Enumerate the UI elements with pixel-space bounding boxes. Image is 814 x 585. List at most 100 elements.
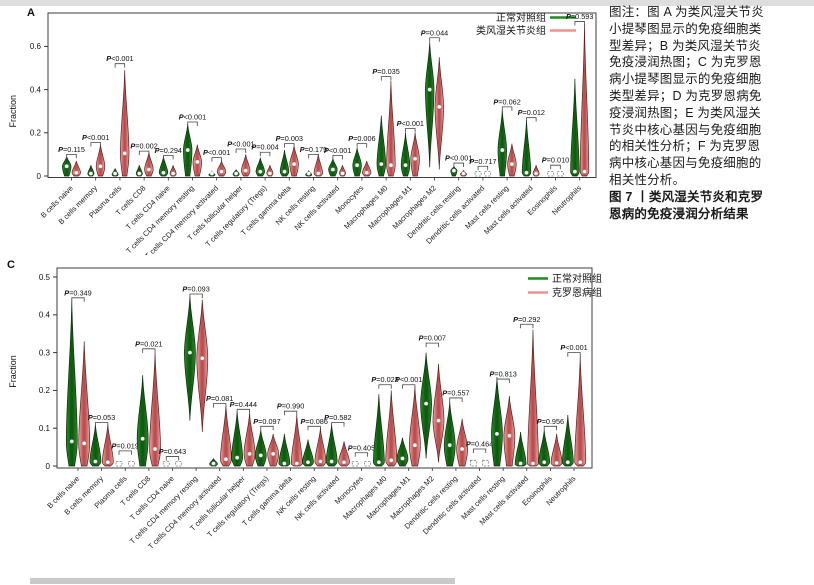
pvalue-label: P<0.001	[445, 154, 472, 163]
violin-control	[538, 430, 551, 467]
median-dot-disease	[82, 441, 87, 446]
violin-disease	[290, 414, 303, 467]
panel-label: C	[7, 259, 15, 271]
caption-line: 型差异；B 为类风湿关节炎	[609, 38, 761, 53]
median-dot-disease	[578, 460, 583, 465]
pvalue-label: P=0.717	[469, 157, 496, 166]
plot-border	[47, 12, 597, 178]
y-axis-title: Fraction	[8, 95, 18, 128]
pvalue-bracket	[425, 342, 439, 348]
violin-disease	[149, 352, 161, 467]
caption-line: 免疫浸润热图；C 为克罗恩	[609, 55, 762, 70]
median-dot-control	[572, 169, 577, 174]
violin-disease-collapsed	[175, 461, 183, 467]
median-dot-disease	[294, 461, 299, 466]
median-dot-disease	[461, 171, 466, 176]
violin-disease	[144, 152, 154, 177]
violin-disease	[338, 441, 350, 467]
median-dot-disease	[437, 104, 442, 109]
violin-control	[570, 78, 580, 177]
median-dot-control	[282, 461, 287, 466]
median-dot-disease	[105, 460, 110, 465]
pvalue-label: P=0.004	[251, 143, 278, 152]
pvalue-bracket	[187, 121, 198, 126]
violin-control	[254, 430, 267, 467]
violin-disease-collapsed	[484, 171, 492, 177]
violin-control	[400, 132, 411, 177]
pvalue-bracket	[142, 348, 156, 353]
pvalue-bracket	[95, 422, 109, 427]
violin-control	[158, 156, 169, 177]
pvalue-bracket	[356, 143, 368, 148]
top-divider-bar	[0, 0, 814, 6]
median-dot-disease	[153, 446, 158, 452]
median-dot-control	[518, 461, 523, 466]
pvalue-bracket	[71, 297, 85, 302]
pvalue-bracket	[501, 106, 513, 111]
pvalue-bracket	[402, 384, 416, 389]
median-dot-disease	[146, 167, 151, 172]
pvalue-label: P=0.097	[253, 417, 280, 426]
violin-disease	[120, 70, 130, 177]
caption-line: 病小提琴图显示的免疫细胞	[609, 72, 762, 87]
median-dot-disease	[171, 171, 176, 176]
legend-entry-label: 克罗恩病组	[552, 286, 602, 299]
pvalue-bracket	[66, 154, 77, 159]
median-dot-control	[113, 171, 118, 176]
pvalue-bracket	[550, 164, 561, 170]
pvalue-label: P=0.444	[230, 400, 257, 409]
caption-line: 类型差异；D 为克罗恩病免	[609, 88, 762, 103]
violin-disease	[550, 433, 563, 467]
pvalue-bracket	[260, 425, 274, 431]
violin-control-collapsed	[162, 461, 170, 467]
pvalue-label: P=0.062	[493, 97, 520, 106]
median-dot-disease	[247, 451, 252, 456]
pvalue-bracket	[211, 157, 222, 162]
pvalue-label: P<0.001	[324, 146, 351, 155]
pvalue-bracket	[332, 155, 343, 160]
violin-control	[561, 414, 574, 467]
median-dot-control	[494, 431, 500, 436]
caption-line: 恩病的免疫浸润分析结果	[609, 206, 749, 221]
violin-disease	[410, 132, 420, 177]
pvalue-bracket	[567, 352, 581, 357]
violin-disease	[527, 329, 539, 467]
y-tick-label: 0	[37, 172, 42, 181]
violin-disease	[289, 145, 299, 177]
median-dot-disease	[98, 164, 103, 169]
pvalue-label: P=0.006	[348, 134, 375, 143]
pvalue-bracket	[453, 162, 464, 168]
caption-line: 图 7 丨类风湿关节炎和克罗	[609, 189, 764, 204]
pvalue-label: P<0.001	[179, 113, 206, 122]
caption-line: 节炎中核心基因与免疫细胞	[609, 122, 762, 137]
violin-control	[255, 157, 265, 177]
pvalue-label: P=0.349	[64, 288, 91, 297]
pvalue-label: P=0.643	[159, 447, 186, 456]
y-tick-label: 0.1	[39, 424, 51, 433]
violin-control-collapsed	[115, 461, 123, 467]
pvalue-label: P=0.086	[300, 417, 327, 426]
violin-disease-collapsed	[482, 459, 490, 467]
median-dot-control	[355, 163, 360, 168]
median-dot-control	[69, 439, 74, 444]
violin-control	[184, 295, 196, 421]
y-tick-label: 0.2	[39, 386, 51, 395]
median-dot-control	[258, 169, 263, 174]
y-tick-label: 0.4	[39, 311, 51, 320]
pvalue-bracket	[138, 150, 150, 156]
pvalue-label: P=0.044	[421, 28, 448, 37]
median-dot-disease	[460, 446, 465, 452]
violin-control	[396, 437, 409, 467]
violin-disease	[434, 57, 444, 170]
median-dot-control	[209, 171, 214, 176]
caption-line: 相关性分析。	[609, 172, 686, 187]
pvalue-label: P<0.001	[82, 133, 109, 142]
pvalue-bracket	[526, 117, 537, 122]
median-dot-control	[161, 170, 166, 175]
violin-disease	[574, 356, 587, 467]
pvalue-bracket	[405, 128, 416, 133]
violin-disease	[386, 80, 396, 177]
median-dot-disease	[341, 460, 347, 465]
median-dot-disease	[507, 433, 512, 438]
